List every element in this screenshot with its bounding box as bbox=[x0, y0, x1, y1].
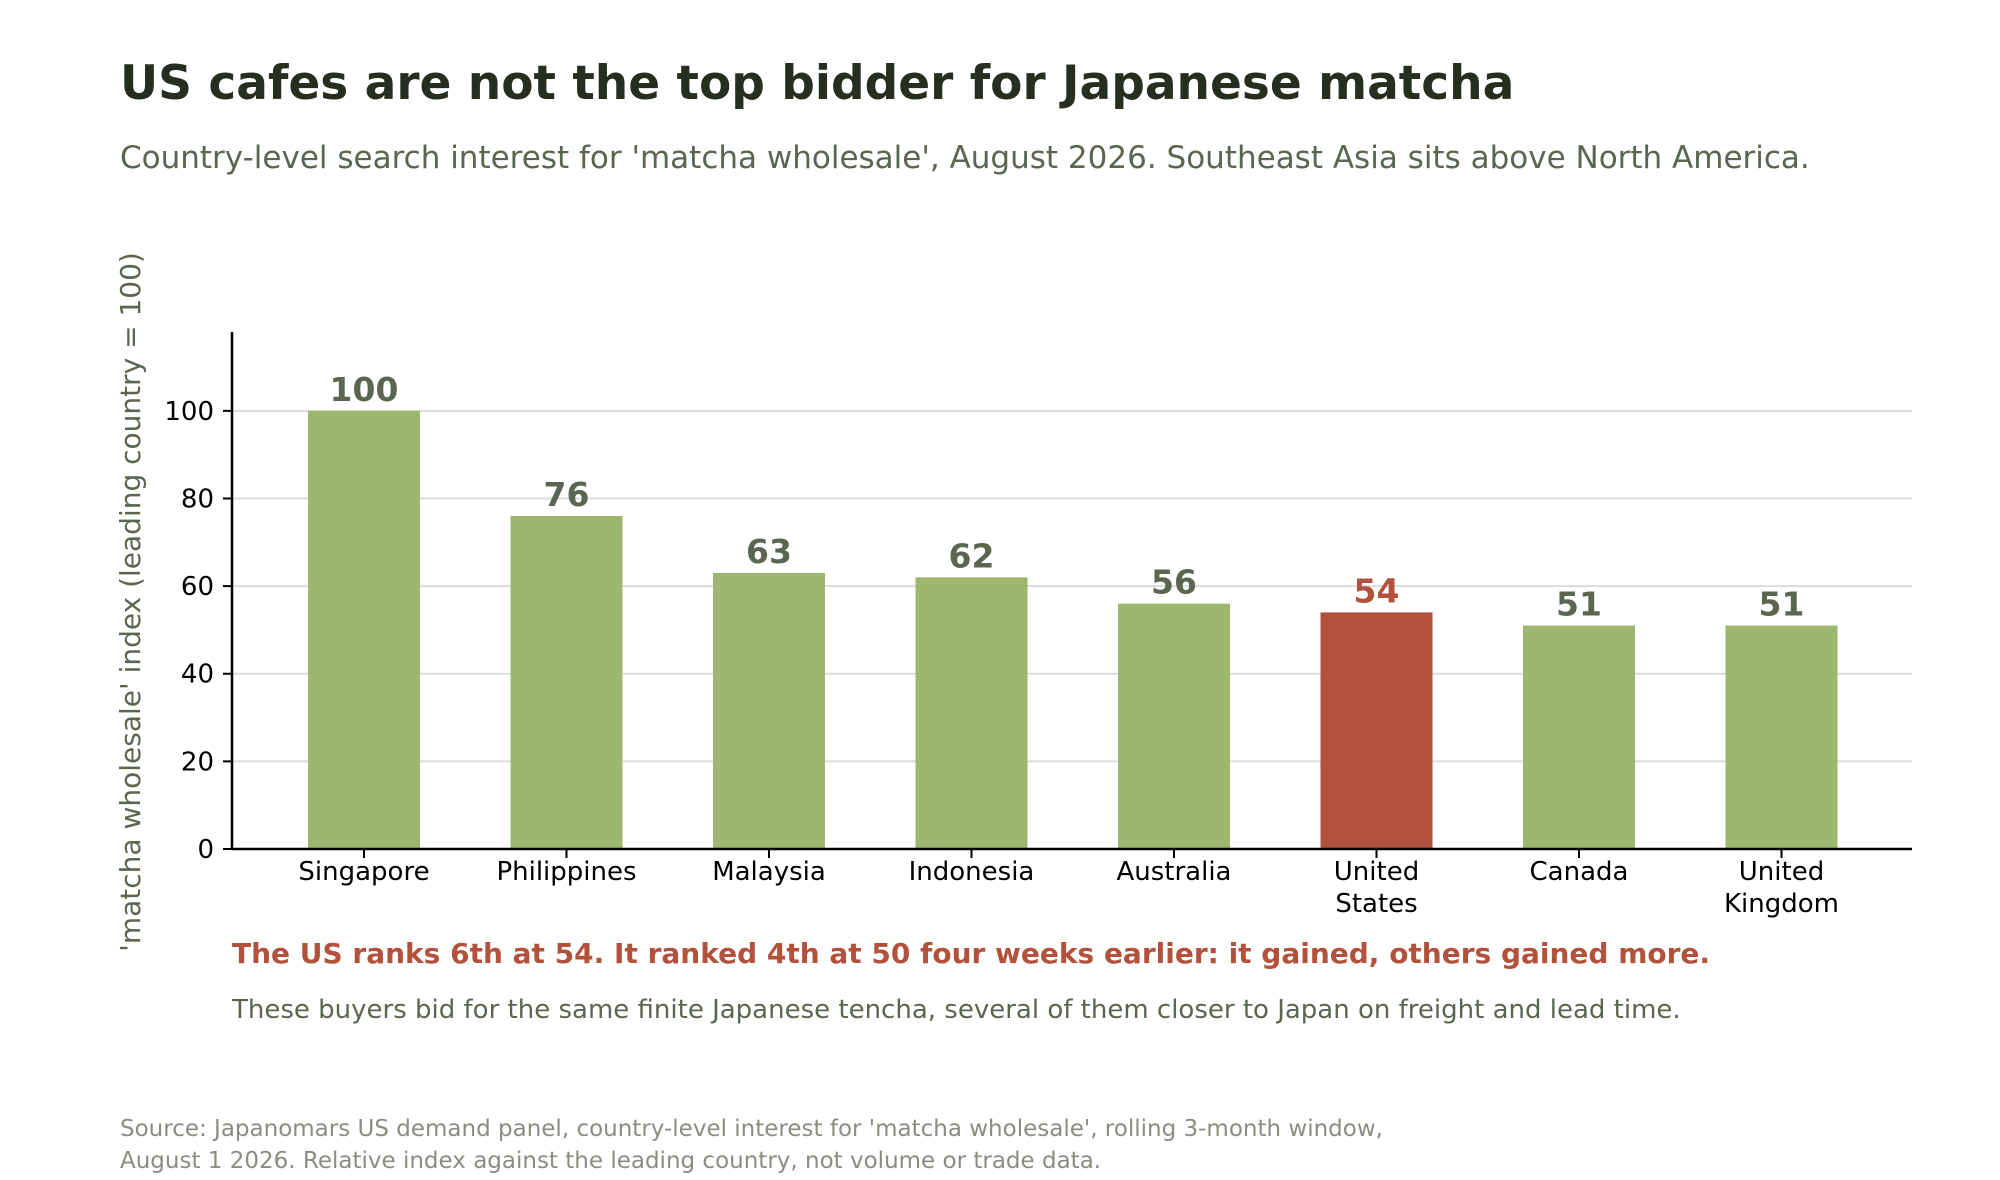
value-label: 76 bbox=[544, 475, 590, 514]
chart-subtitle: Country-level search interest for 'match… bbox=[120, 140, 1810, 176]
source-line-1: Source: Japanomars US demand panel, coun… bbox=[120, 1116, 1383, 1142]
bar bbox=[1320, 612, 1433, 849]
value-label: 56 bbox=[1151, 563, 1197, 602]
x-tick-label: United bbox=[1334, 857, 1419, 887]
bar bbox=[1725, 625, 1838, 849]
x-tick-label: States bbox=[1335, 889, 1417, 919]
y-axis-label: 'matcha wholesale' index (leading countr… bbox=[114, 252, 147, 952]
x-tick-label: Philippines bbox=[496, 857, 636, 887]
annotation-ranking: The US ranks 6th at 54. It ranked 4th at… bbox=[232, 937, 1710, 970]
value-label: 100 bbox=[330, 370, 399, 409]
y-tick-label: 0 bbox=[197, 835, 214, 865]
y-tick-label: 40 bbox=[181, 660, 214, 690]
x-tick-label: Singapore bbox=[298, 857, 429, 887]
source-line-2: August 1 2026. Relative index against th… bbox=[120, 1148, 1102, 1174]
value-label: 51 bbox=[1556, 585, 1602, 624]
value-label: 62 bbox=[949, 536, 995, 575]
bar bbox=[510, 516, 623, 849]
bars bbox=[308, 410, 1838, 849]
bar bbox=[308, 410, 420, 849]
value-label: 51 bbox=[1759, 585, 1805, 624]
bar bbox=[713, 572, 825, 849]
value-labels: 100 76 63 62 56 54 51 51 bbox=[330, 370, 1805, 624]
bar bbox=[915, 577, 1028, 849]
y-tick-label: 100 bbox=[164, 397, 214, 427]
value-label: 63 bbox=[746, 532, 792, 571]
y-tick-label: 60 bbox=[181, 572, 214, 602]
x-tick-label: United bbox=[1739, 857, 1824, 887]
annotation-note: These buyers bid for the same finite Jap… bbox=[231, 995, 1681, 1025]
axes: 0 20 40 60 80 100 Singapore Philippines Malaysia… bbox=[164, 332, 1912, 919]
value-label: 54 bbox=[1354, 571, 1400, 610]
x-tick-label: Canada bbox=[1530, 857, 1629, 887]
bar bbox=[1523, 625, 1635, 849]
gridlines bbox=[232, 409, 1912, 763]
x-tick-label: Kingdom bbox=[1724, 889, 1839, 919]
x-tick-label: Malaysia bbox=[712, 857, 826, 887]
x-tick-label: Australia bbox=[1116, 857, 1231, 887]
chart-title: US cafes are not the top bidder for Japa… bbox=[120, 56, 1515, 111]
y-tick-label: 80 bbox=[181, 484, 214, 514]
x-tick-label: Indonesia bbox=[909, 857, 1035, 887]
source-note: Source: Japanomars US demand panel, coun… bbox=[120, 1113, 1383, 1177]
y-tick-label: 20 bbox=[181, 747, 214, 777]
bar bbox=[1118, 603, 1230, 849]
